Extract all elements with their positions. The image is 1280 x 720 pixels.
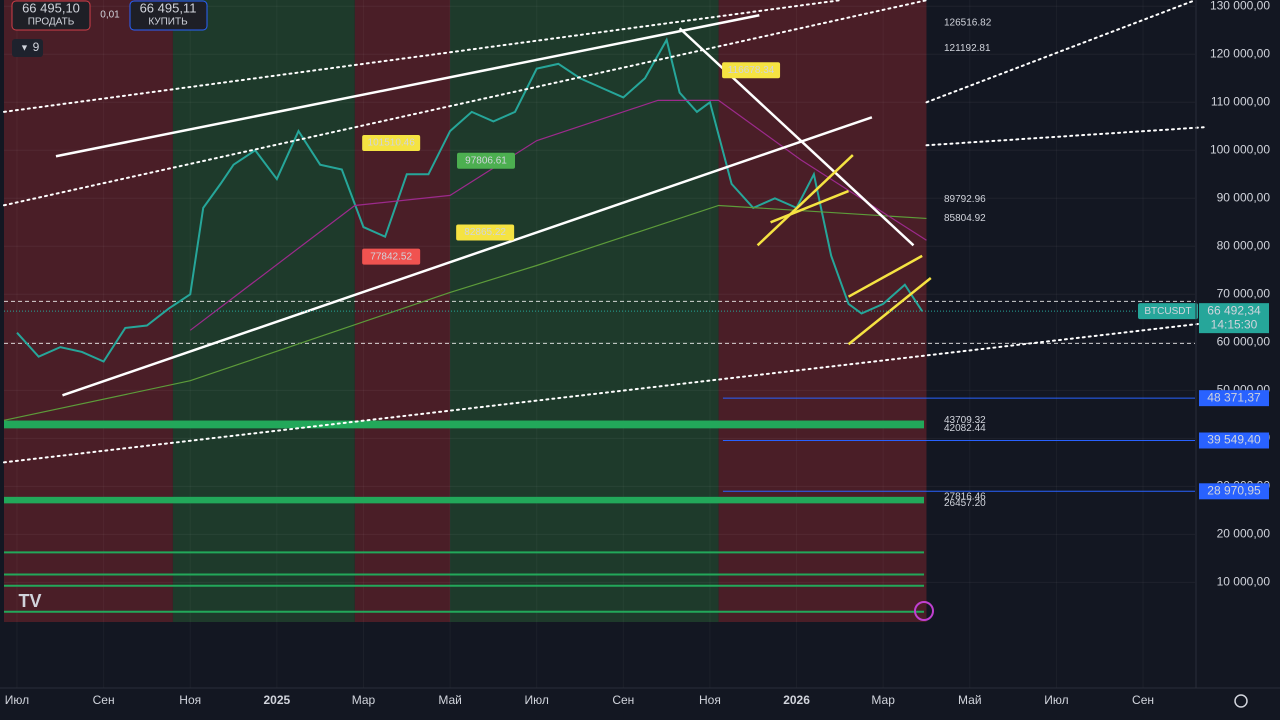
x-tick-label: Мар: [352, 693, 376, 707]
price-tag: [457, 152, 516, 169]
x-tick-label: Июл: [525, 693, 549, 707]
tv-logo: TV: [18, 591, 41, 611]
price-line-tag: [1199, 390, 1269, 407]
x-tick-label: Июл: [1044, 693, 1068, 707]
y-tick-label: 70 000,00: [1217, 286, 1271, 300]
trendline: [756, 154, 854, 247]
price-tag-label: 101510.46: [368, 138, 416, 149]
price-line-label: 28 970,95: [1207, 483, 1261, 497]
sell-price[interactable]: 66 495,10: [22, 0, 80, 15]
last-price-label: 66 492,34: [1207, 303, 1261, 317]
indicators-count[interactable]: 9: [33, 40, 40, 54]
price-line-series: [16, 37, 923, 363]
trendline: [62, 116, 873, 397]
x-tick-label: Май: [958, 693, 982, 707]
level-label: 89792.96: [944, 194, 986, 205]
trendline: [678, 27, 915, 247]
indicators-box[interactable]: [12, 39, 43, 57]
sell-box[interactable]: [11, 0, 91, 31]
chevron[interactable]: ▼: [20, 42, 29, 52]
trendline: [55, 14, 760, 158]
level-label: 43709.32: [944, 415, 986, 426]
last-price-tag: [1199, 303, 1269, 334]
support-zone: [4, 420, 924, 429]
y-tick-label: 110 000,00: [1211, 94, 1270, 108]
y-tick-label: 10 000,00: [1217, 575, 1271, 589]
price-tag-label: 77842.52: [370, 251, 412, 262]
x-tick-label: Июл: [5, 693, 29, 707]
y-tick-label: 20 000,00: [1217, 527, 1271, 541]
x-tick-label: 2025: [263, 693, 290, 707]
trendline: [3, 0, 841, 113]
x-tick-label: 2026: [783, 693, 810, 707]
price-tag: [362, 135, 421, 152]
regime-band: [172, 0, 355, 622]
trendline: [3, 0, 928, 207]
x-tick-label: Ноя: [699, 693, 721, 707]
y-tick-label: 100 000,00: [1210, 142, 1270, 156]
x-tick-label: Ноя: [179, 693, 201, 707]
level-label: 42082.44: [944, 423, 986, 434]
buy-label[interactable]: КУПИТЬ: [148, 17, 188, 28]
countdown: 14:15:30: [1211, 317, 1258, 331]
price-tag-label: 82865.22: [464, 227, 506, 238]
y-tick-label: 80 000,00: [1217, 238, 1271, 252]
x-tick-label: Сен: [93, 693, 115, 707]
buy-button[interactable]: 66 495,11 КУПИТЬ: [129, 0, 208, 31]
sell-button[interactable]: 66 495,10 ПРОДАТЬ: [11, 0, 91, 31]
x-tick-label: Сен: [1132, 693, 1154, 707]
regime-band: [718, 0, 927, 622]
level-label: 27816.46: [944, 491, 986, 502]
price-tag-label: 97806.61: [465, 155, 507, 166]
trendline: [770, 189, 849, 224]
spread: 0,01: [100, 10, 120, 21]
y-tick-label: 90 000,00: [1217, 190, 1271, 204]
level-label: 126516.82: [944, 18, 992, 29]
symbol-tag: [1138, 303, 1198, 320]
moving-average: [189, 99, 927, 331]
lightning-icon[interactable]: [914, 601, 934, 621]
price-line-label: 39 549,40: [1207, 433, 1261, 447]
level-label: 121192.81: [944, 43, 991, 54]
support-zone: [4, 496, 924, 504]
price-tag: [722, 62, 781, 79]
moving-average: [3, 204, 927, 421]
sell-label[interactable]: ПРОДАТЬ: [28, 17, 75, 28]
indicators-toggle[interactable]: ▼ 9: [12, 39, 43, 57]
price-line-label: 48 371,37: [1207, 390, 1261, 404]
trendline: [925, 126, 1205, 147]
x-tick-label: Май: [438, 693, 462, 707]
y-tick-label: 60 000,00: [1217, 334, 1271, 348]
y-tick-label: 130 000,00: [1210, 0, 1270, 12]
x-tick-label: Мар: [871, 693, 895, 707]
buy-box[interactable]: [129, 0, 208, 31]
buy-price[interactable]: 66 495,11: [140, 0, 197, 15]
trendline: [847, 254, 923, 298]
trendline: [925, 0, 1196, 104]
price-line-tag: [1199, 483, 1269, 500]
level-label: 85804.92: [944, 213, 986, 224]
settings-icon[interactable]: [1234, 694, 1248, 708]
x-tick-label: Сен: [612, 693, 634, 707]
price-tag: [456, 224, 515, 241]
level-label: 26457.20: [944, 498, 986, 509]
symbol-label: BTCUSDT: [1144, 306, 1191, 317]
price-tag: [362, 248, 421, 265]
y-tick-label: 120 000,00: [1210, 46, 1270, 60]
price-tag-label: 116678.34: [728, 65, 775, 76]
price-line-tag: [1199, 432, 1269, 449]
